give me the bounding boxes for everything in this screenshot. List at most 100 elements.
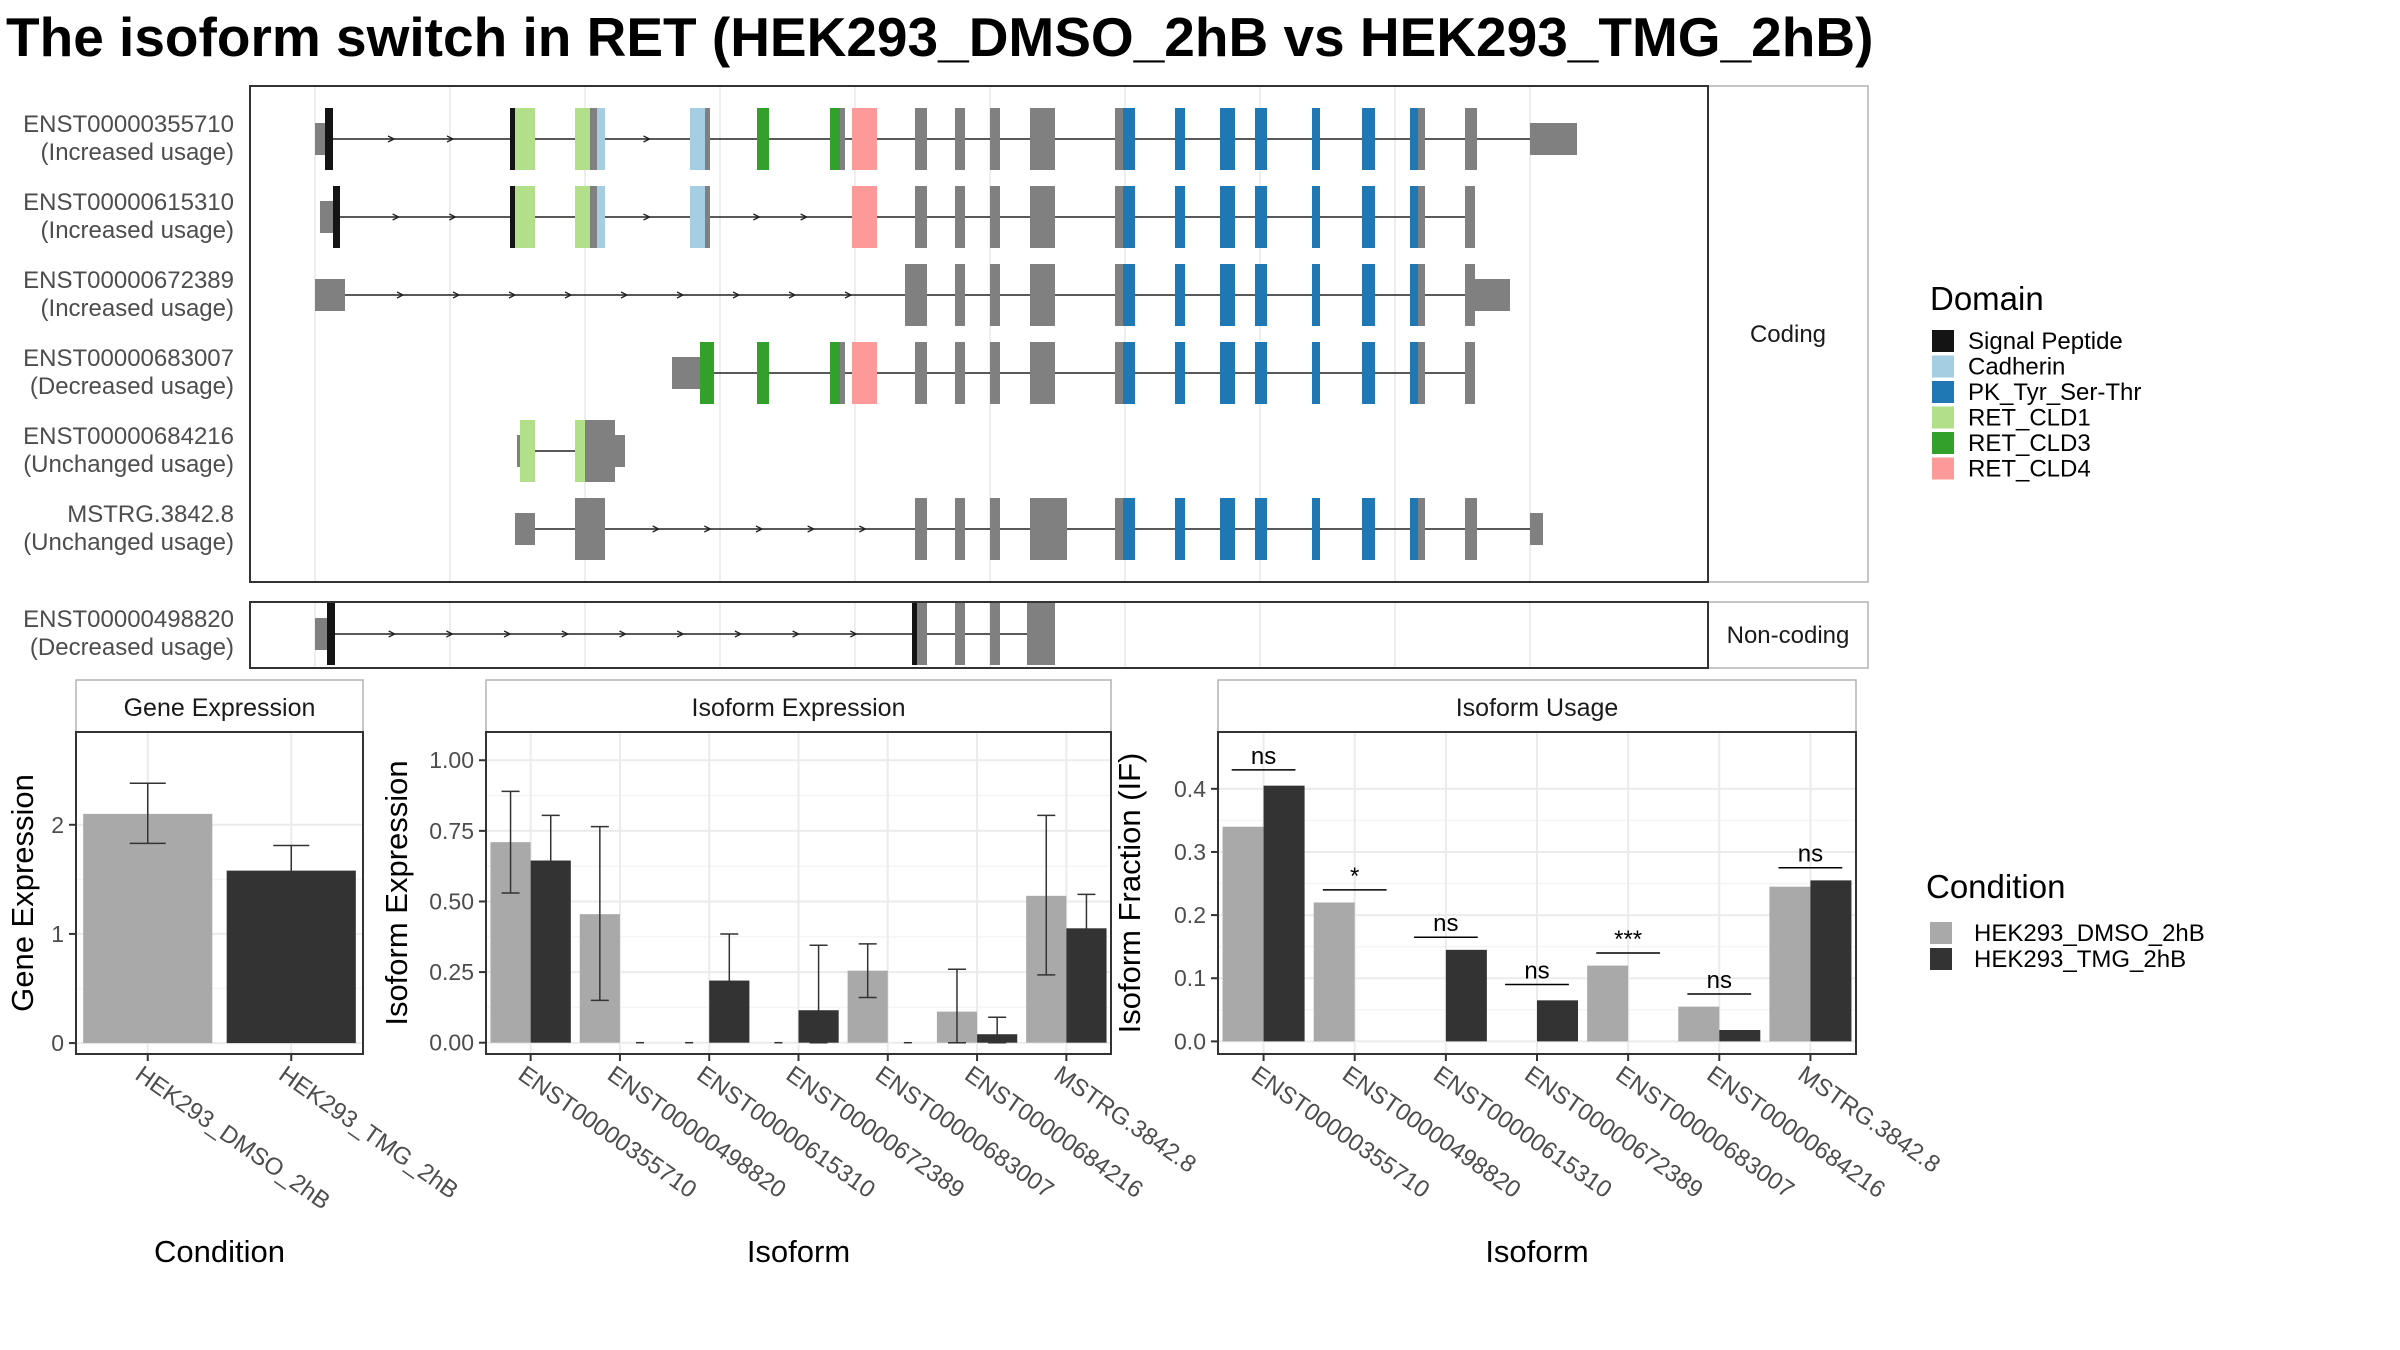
exon: [1123, 186, 1135, 248]
facet-label-noncoding: Non-coding: [1727, 622, 1850, 649]
exon: [1410, 264, 1418, 326]
legend-swatch: [1932, 330, 1954, 352]
exon: [1312, 264, 1320, 326]
exon: [1418, 342, 1425, 404]
domain-legend-title: Domain: [1930, 280, 2044, 317]
y-tick-label: 0.00: [429, 1030, 474, 1056]
exon: [990, 264, 1000, 326]
domain-legend-label: PK_Tyr_Ser-Thr: [1968, 379, 2141, 406]
legend-swatch: [1930, 922, 1952, 944]
exon: [830, 342, 840, 404]
condition-legend-title: Condition: [1926, 868, 2065, 905]
exon: [1465, 264, 1475, 326]
exon: [1123, 342, 1135, 404]
chart-title: Isoform Expression: [692, 694, 906, 722]
y-tick-label: 0.2: [1174, 902, 1206, 928]
strand-arrow: [561, 630, 570, 638]
exon: [705, 108, 710, 170]
strand-arrow: [652, 525, 661, 533]
transcript-usage-label: (Decreased usage): [30, 373, 234, 400]
exon: [333, 186, 340, 248]
strand-arrow: [753, 213, 761, 221]
exon: [520, 420, 535, 482]
legend-swatch: [1932, 381, 1954, 403]
exon: [757, 342, 769, 404]
y-tick-label: 0.25: [429, 959, 474, 985]
exon: [510, 108, 515, 170]
exon: [597, 186, 605, 248]
legend-swatch: [1932, 432, 1954, 454]
transcript-usage-label: (Increased usage): [41, 295, 234, 322]
bar: [1313, 902, 1355, 1042]
exon: [852, 342, 877, 404]
exon: [320, 201, 333, 233]
y-tick-label: 0: [51, 1030, 64, 1056]
exon: [1220, 498, 1235, 560]
bar: [1263, 785, 1305, 1042]
y-tick-label: 0.0: [1174, 1028, 1206, 1054]
significance-label: ns: [1524, 958, 1549, 985]
exon: [830, 108, 840, 170]
exon: [1312, 498, 1320, 560]
exon: [917, 603, 927, 665]
exon: [515, 513, 535, 545]
exon: [515, 108, 535, 170]
strand-arrow: [788, 291, 797, 299]
exon: [1030, 498, 1055, 560]
exon: [615, 435, 625, 467]
x-axis-title: Isoform: [747, 1234, 850, 1269]
exon: [1123, 108, 1135, 170]
strand-arrow: [620, 291, 629, 299]
bar: [226, 870, 356, 1044]
significance-label: ns: [1251, 743, 1276, 770]
exon: [597, 108, 605, 170]
domain-legend: Domain Signal PeptideCadherinPK_Tyr_Ser-T…: [1930, 280, 2141, 483]
strand-arrow: [800, 213, 809, 221]
exon: [1418, 264, 1425, 326]
strand-arrow: [732, 291, 741, 299]
exon: [1115, 264, 1123, 326]
exon: [575, 186, 590, 248]
exon: [840, 342, 845, 404]
strand-arrow: [676, 291, 685, 299]
exon: [1027, 603, 1055, 665]
chart-strip: [75, 679, 364, 733]
strand-arrow: [755, 525, 764, 533]
transcript-id-label: MSTRG.3842.8: [67, 501, 234, 528]
exon: [690, 186, 705, 248]
domain-legend-label: RET_CLD3: [1968, 430, 2091, 457]
transcript-structure-panel: CodingNon-codingENST00000355710(Increase…: [23, 85, 1869, 669]
exon: [852, 186, 877, 248]
exon: [1410, 342, 1418, 404]
facet-label-coding: Coding: [1750, 321, 1826, 348]
exon: [1220, 342, 1235, 404]
x-axis-title: Condition: [154, 1234, 285, 1269]
strand-arrow: [619, 630, 627, 638]
exon: [1530, 123, 1577, 155]
exon: [327, 603, 335, 665]
y-tick-label: 0.4: [1174, 776, 1206, 802]
y-tick-label: 2: [51, 812, 64, 838]
exon: [852, 108, 877, 170]
chart-strip: [1217, 679, 1857, 733]
exon: [1530, 513, 1543, 545]
exon: [575, 420, 585, 482]
exon: [990, 603, 1000, 665]
strand-arrow: [734, 630, 743, 638]
exon: [325, 108, 333, 170]
exon: [1030, 186, 1055, 248]
exon: [1220, 108, 1235, 170]
bar: [1445, 949, 1487, 1042]
exon: [955, 603, 965, 665]
y-axis-title: Isoform Expression: [379, 760, 414, 1025]
exon: [840, 108, 845, 170]
exon: [1115, 498, 1123, 560]
significance-label: ns: [1707, 967, 1732, 994]
exon: [1123, 264, 1135, 326]
exon: [1115, 108, 1123, 170]
strand-arrow: [503, 630, 512, 638]
exon: [690, 108, 705, 170]
transcript-id-label: ENST00000684216: [23, 423, 234, 450]
strand-arrow: [396, 291, 405, 299]
y-tick-label: 0.75: [429, 818, 474, 844]
